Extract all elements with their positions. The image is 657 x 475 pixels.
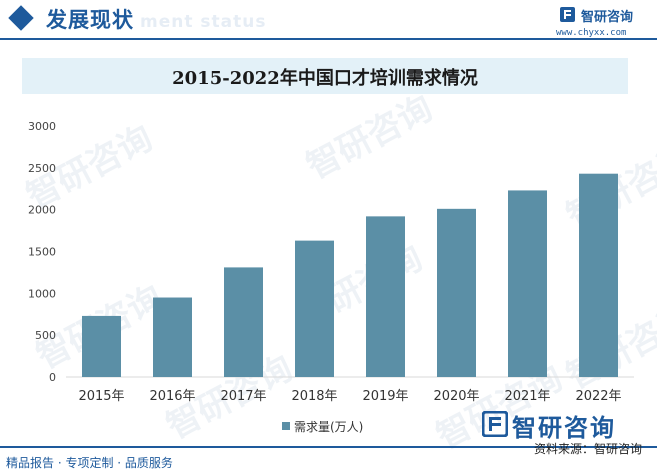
bar-2015年 (82, 315, 121, 377)
bar-2020年 (437, 208, 476, 377)
y-tick-label: 500 (35, 329, 56, 342)
x-tick-label: 2020年 (433, 389, 479, 404)
bars (82, 173, 618, 377)
chart-title-band (22, 58, 628, 94)
header-subtitle: ment status (140, 12, 267, 32)
bar-2018年 (295, 240, 334, 377)
header-title: 发展现状 (46, 8, 134, 32)
legend-swatch (282, 422, 290, 430)
y-tick-label: 2500 (28, 162, 56, 175)
x-tick-label: 2021年 (504, 389, 550, 404)
header: 发展现状 ment status 智研咨询 www.chyxx.com (0, 0, 657, 44)
logo-name: 智研咨询 (581, 10, 634, 25)
y-tick-label: 0 (49, 371, 56, 384)
bar-2016年 (153, 297, 192, 377)
logo-url: www.chyxx.com (556, 28, 627, 38)
y-tick-label: 2000 (28, 204, 56, 217)
bar-2021年 (508, 190, 547, 377)
footer-slogan: 精品报告 · 专项定制 · 品质服务 (6, 456, 173, 470)
footer-brand: 智研咨询 (512, 414, 616, 442)
y-tick-label: 1500 (28, 246, 56, 259)
x-tick-label: 2017年 (220, 389, 266, 404)
x-axis: 2015年 2016年 2017年 2018年 2019年 2020年 2021年 2022年 (66, 376, 634, 404)
x-tick-label: 2016年 (149, 389, 195, 404)
bar-2017年 (224, 267, 263, 377)
x-tick-label: 2022年 (575, 389, 621, 404)
footer-source: 资料来源：智研咨询 (534, 442, 643, 456)
bar-2022年 (579, 173, 618, 377)
x-tick-label: 2018年 (291, 389, 337, 404)
x-tick-label: 2015年 (78, 389, 124, 404)
bar-2019年 (366, 216, 405, 377)
x-tick-label: 2019年 (362, 389, 408, 404)
y-axis: 0 500 1000 1500 2000 2500 3000 (28, 120, 56, 384)
legend-label: 需求量(万人) (294, 420, 364, 434)
logo-icon (560, 7, 575, 22)
brand-logo-icon (482, 411, 508, 437)
footer-divider (0, 446, 657, 448)
header-divider (0, 38, 657, 40)
y-tick-label: 3000 (28, 120, 56, 133)
y-tick-label: 1000 (28, 287, 56, 300)
chart-title: 2015-2022年中国口才培训需求情况 (172, 68, 478, 89)
